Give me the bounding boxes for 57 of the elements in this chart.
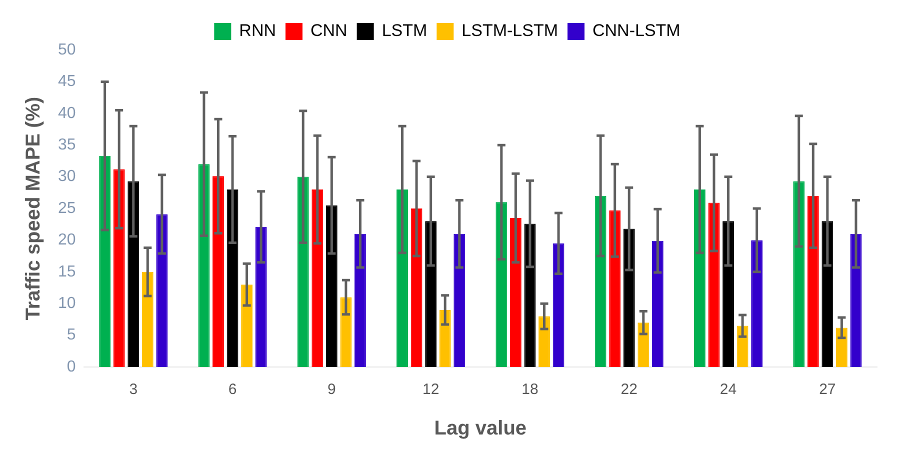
legend-label: CNN-LSTM [592,21,680,40]
y-tick-label: 50 [58,41,76,58]
x-tick-label: 12 [422,381,440,398]
bar [212,176,224,367]
bar [793,181,805,367]
bar [425,221,437,367]
bar [142,272,154,367]
bar [609,210,621,367]
bar [807,196,819,367]
legend-label: LSTM [382,21,428,40]
bar [241,284,253,367]
x-tick-label: 22 [620,381,638,398]
x-tick-label: 18 [522,381,538,398]
y-tick-label: 0 [66,358,76,376]
legend-label: LSTM-LSTM [462,21,558,40]
y-tick-label: 20 [58,232,76,249]
legend-label: CNN [310,21,348,40]
y-tick-label: 35 [58,136,76,154]
x-tick-label: 3 [129,381,138,398]
bar [340,297,352,367]
bar [99,156,111,367]
bar [822,221,834,367]
x-tick-label: 9 [328,381,336,398]
bar [439,310,451,367]
y-tick-label: 40 [58,104,76,122]
bar [454,234,466,367]
x-tick-label: 24 [720,381,737,398]
x-axis-title: Lag value [434,418,527,440]
bar [113,169,125,367]
y-axis-title: Traffic speed MAPE (%) [22,96,45,320]
bar [297,176,309,367]
bar [538,316,550,367]
bar [722,221,734,367]
bar [623,228,635,367]
bar [496,202,508,367]
bar [694,189,706,367]
x-tick-label: 6 [228,381,237,398]
bar [128,181,140,367]
y-tick-label: 5 [66,326,76,344]
bar [312,189,324,367]
bar [410,208,422,367]
y-tick-label: 25 [58,200,76,217]
bar [594,196,606,367]
bar [255,226,267,367]
bar [751,240,763,367]
y-tick-label: 15 [58,263,76,280]
bar [510,218,522,367]
legend-label: RNN [239,21,276,40]
bar [326,205,338,367]
bar [156,214,168,367]
y-tick-label: 30 [58,168,76,186]
y-tick-label: 10 [58,295,76,312]
bar [396,189,408,367]
y-tick-label: 45 [58,73,76,90]
bar [354,234,366,367]
bar [652,240,664,367]
x-tick-label: 27 [819,381,836,398]
